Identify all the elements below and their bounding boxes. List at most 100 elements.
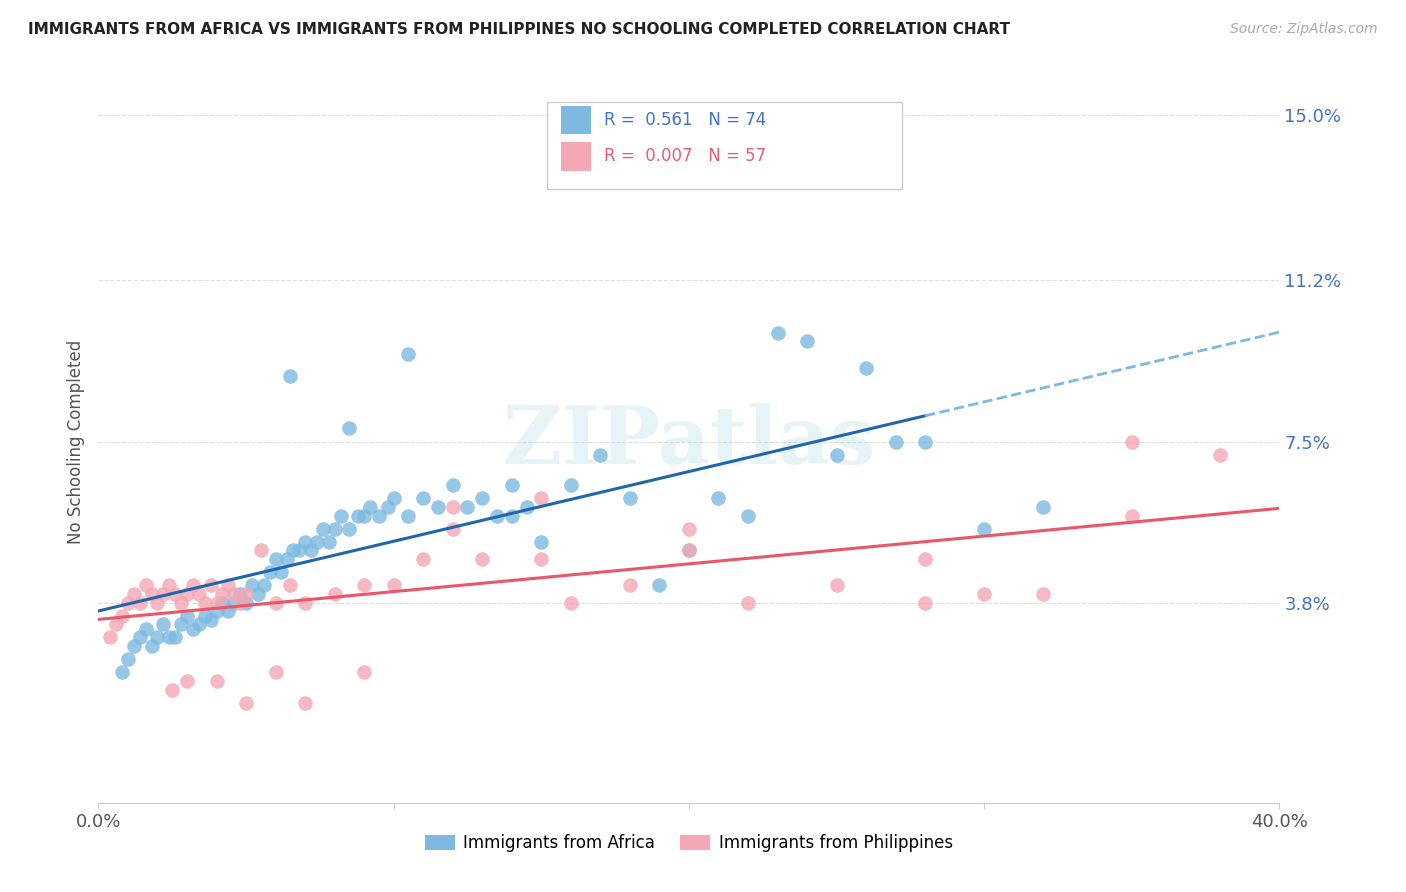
Point [170,596,193,610]
Point [530,534,553,549]
Point [165,587,187,601]
Point [224,596,246,610]
Point [122,587,145,601]
Point [250,543,273,558]
Legend: Immigrants from Africa, Immigrants from Philippines: Immigrants from Africa, Immigrants from … [425,834,953,852]
Point [176,587,198,601]
Point [264,552,287,566]
Point [368,508,391,523]
Point [589,448,612,462]
Point [152,617,174,632]
FancyBboxPatch shape [561,105,591,135]
Point [619,491,641,505]
Point [146,631,169,645]
Text: Source: ZipAtlas.com: Source: ZipAtlas.com [1230,22,1378,37]
Point [205,673,228,688]
Point [280,369,302,384]
Point [737,508,759,523]
Point [1032,500,1054,514]
Text: R =  0.007   N = 57: R = 0.007 N = 57 [605,147,766,165]
Point [128,631,150,645]
Point [205,604,228,618]
FancyBboxPatch shape [561,142,591,170]
Point [382,578,405,592]
Point [914,434,936,449]
Point [135,578,157,592]
Point [1032,587,1054,601]
Point [323,587,346,601]
Point [318,534,340,549]
Point [152,587,174,601]
Point [264,596,287,610]
Point [111,608,134,623]
Point [973,587,995,601]
Point [707,491,730,505]
Point [157,631,180,645]
Point [253,578,276,592]
Point [294,534,316,549]
Point [398,347,420,361]
Point [359,500,381,514]
Point [128,596,150,610]
Point [312,522,335,536]
Point [441,522,464,536]
Point [270,565,292,579]
Point [157,578,180,592]
Text: ZIPatlas: ZIPatlas [503,402,875,481]
Point [211,596,233,610]
Point [347,508,370,523]
Point [766,326,789,340]
Point [235,696,257,710]
Point [737,596,759,610]
Point [283,543,305,558]
Point [235,587,257,601]
Point [176,673,198,688]
Point [141,587,163,601]
Point [194,608,217,623]
Point [264,665,287,680]
Point [619,578,641,592]
Point [305,534,328,549]
Point [1121,434,1143,449]
Point [194,596,217,610]
Point [353,665,375,680]
Point [229,587,252,601]
Point [280,578,302,592]
Point [98,631,121,645]
Point [382,491,405,505]
Point [377,500,399,514]
Point [471,491,494,505]
Point [329,508,352,523]
Point [240,578,263,592]
Point [111,665,134,680]
Point [678,543,700,558]
FancyBboxPatch shape [547,102,901,189]
Point [200,613,222,627]
Point [441,478,464,492]
Point [486,508,509,523]
Point [441,500,464,514]
Point [181,578,204,592]
Point [678,543,700,558]
Point [299,543,322,558]
Point [224,587,246,601]
Point [105,617,128,632]
Text: IMMIGRANTS FROM AFRICA VS IMMIGRANTS FROM PHILIPPINES NO SCHOOLING COMPLETED COR: IMMIGRANTS FROM AFRICA VS IMMIGRANTS FRO… [28,22,1010,37]
Point [162,682,183,697]
Point [530,552,553,566]
Point [884,434,907,449]
Point [398,508,420,523]
Point [560,596,582,610]
Point [276,552,298,566]
Point [825,578,848,592]
Point [412,491,434,505]
Point [181,622,204,636]
Point [187,617,209,632]
Point [294,696,316,710]
Point [412,552,434,566]
Point [117,596,139,610]
Point [288,543,311,558]
Point [217,604,239,618]
Point [200,578,222,592]
Point [146,596,169,610]
